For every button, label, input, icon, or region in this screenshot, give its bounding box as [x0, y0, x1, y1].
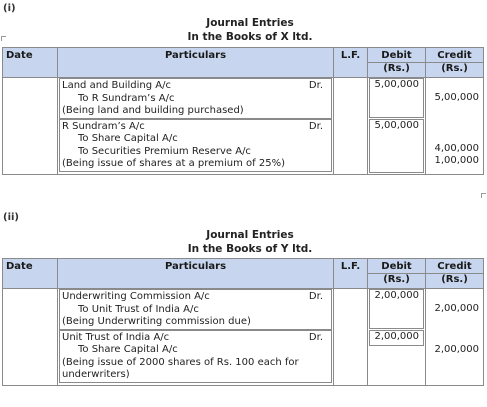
header-row: (Rs.) (Rs.)	[3, 273, 484, 289]
lf-cell	[333, 118, 368, 175]
particulars-cell: Underwriting Commission A/c Dr. To Unit T…	[57, 288, 334, 330]
debit-header: Debit	[367, 47, 426, 63]
lf-cell	[333, 288, 368, 330]
date-cell	[2, 329, 58, 386]
date-header: Date	[2, 258, 58, 289]
debit-amount: 5,00,000	[374, 119, 419, 131]
dr-label: Dr.	[308, 291, 323, 302]
debit-unit: (Rs.)	[367, 62, 426, 78]
section-label: (i)	[3, 3, 16, 14]
header-row: Date Particulars L.F. Debit Credit	[2, 47, 484, 78]
date-cell	[2, 288, 58, 330]
amount-box: 2,00,000	[369, 329, 424, 346]
credit-header: Credit	[425, 258, 484, 274]
entry-box: Land and Building A/c Dr. To R Sundram’s …	[59, 78, 332, 119]
lf-cell	[333, 77, 368, 119]
credit-amount: 5,00,000	[434, 92, 479, 103]
entry-line: To Share Capital A/c	[78, 344, 178, 355]
journal-table: Date Particulars L.F. Debit Credit (Rs.)…	[2, 258, 484, 386]
journal-table: Date Particulars L.F. Debit Credit (Rs.)…	[2, 47, 484, 175]
narration: underwriters)	[62, 369, 130, 380]
credit-unit: (Rs.)	[425, 62, 484, 78]
narration: (Being Underwriting commission due)	[62, 316, 251, 327]
entry-line: To Securities Premium Reserve A/c	[78, 145, 251, 157]
debit-cell: 2,00,000	[367, 288, 426, 330]
entry-line: R Sundram’s A/c Dr.	[62, 120, 323, 132]
date-cell	[2, 77, 58, 119]
debit-amount: 5,00,000	[374, 79, 419, 90]
header-row: Date Particulars L.F. Debit Credit	[2, 258, 484, 289]
debit-cell: 5,00,000	[367, 118, 426, 175]
particulars-header: Particulars	[57, 47, 334, 78]
debit-amount: 2,00,000	[374, 330, 419, 342]
debit-header: Debit	[367, 258, 426, 274]
date-cell	[2, 118, 58, 175]
debit-cell: 5,00,000	[367, 77, 426, 119]
debit-cell: 2,00,000	[367, 329, 426, 386]
entry-line: Underwriting Commission A/c Dr.	[62, 291, 323, 302]
corner-mark	[1, 36, 6, 41]
journal-title: Journal Entries In the Books of Y ltd.	[150, 228, 350, 256]
entry-line: To Unit Trust of India A/c	[78, 303, 199, 315]
particulars-cell: Unit Trust of India A/c Dr. To Share Capi…	[57, 329, 334, 386]
header-row: (Rs.) (Rs.)	[3, 62, 484, 78]
credit-amount: 1,00,000	[434, 155, 479, 166]
entry-row: Unit Trust of India A/c Dr. To Share Capi…	[2, 329, 484, 386]
credit-cell: 2,00,000	[425, 288, 484, 330]
entry-box: R Sundram’s A/c Dr. To Share Capital A/c …	[59, 118, 332, 172]
title-line: In the Books of Y ltd.	[187, 243, 313, 255]
entry-line: Unit Trust of India A/c Dr.	[62, 331, 323, 343]
debit-unit: (Rs.)	[367, 273, 426, 289]
amount-box: 5,00,000	[369, 78, 424, 118]
credit-amount: 2,00,000	[434, 343, 479, 355]
title-line: In the Books of X ltd.	[187, 31, 313, 43]
entry-line: To R Sundram’s A/c	[78, 92, 175, 104]
entry-row: Land and Building A/c Dr. To R Sundram’s …	[2, 77, 484, 119]
credit-cell: 5,00,000	[425, 77, 484, 119]
credit-amount: 4,00,000	[434, 142, 479, 154]
credit-unit: (Rs.)	[425, 273, 484, 289]
dr-label: Dr.	[308, 120, 323, 132]
date-header: Date	[2, 47, 58, 78]
particulars-cell: Land and Building A/c Dr. To R Sundram’s …	[57, 77, 334, 119]
entry-line: Land and Building A/c Dr.	[62, 80, 323, 91]
dr-label: Dr.	[308, 80, 323, 91]
narration: (Being issue of 2000 shares of Rs. 100 e…	[62, 356, 299, 368]
lf-header: L.F.	[333, 47, 368, 78]
particulars-header: Particulars	[57, 258, 334, 289]
corner-mark	[481, 193, 486, 198]
entry-box: Underwriting Commission A/c Dr. To Unit T…	[59, 289, 332, 330]
credit-cell: 4,00,000 1,00,000	[425, 118, 484, 175]
amount-box: 5,00,000	[369, 118, 424, 173]
title-line: Journal Entries	[206, 229, 294, 241]
credit-header: Credit	[425, 47, 484, 63]
title-line: Journal Entries	[206, 17, 294, 29]
entry-row: R Sundram’s A/c Dr. To Share Capital A/c …	[2, 118, 484, 175]
entry-box: Unit Trust of India A/c Dr. To Share Capi…	[59, 329, 332, 383]
section-label: (ii)	[3, 212, 19, 223]
credit-amount: 2,00,000	[434, 303, 479, 314]
entry-row: Underwriting Commission A/c Dr. To Unit T…	[2, 288, 484, 330]
particulars-cell: R Sundram’s A/c Dr. To Share Capital A/c …	[57, 118, 334, 175]
debit-amount: 2,00,000	[374, 290, 419, 301]
credit-cell: 2,00,000	[425, 329, 484, 386]
amount-box: 2,00,000	[369, 289, 424, 329]
dr-label: Dr.	[308, 331, 323, 343]
narration: (Being issue of shares at a premium of 2…	[62, 158, 285, 169]
narration: (Being land and building purchased)	[62, 105, 244, 116]
lf-cell	[333, 329, 368, 386]
entry-line: To Share Capital A/c	[78, 133, 178, 144]
lf-header: L.F.	[333, 258, 368, 289]
journal-title: Journal Entries In the Books of X ltd.	[150, 16, 350, 44]
